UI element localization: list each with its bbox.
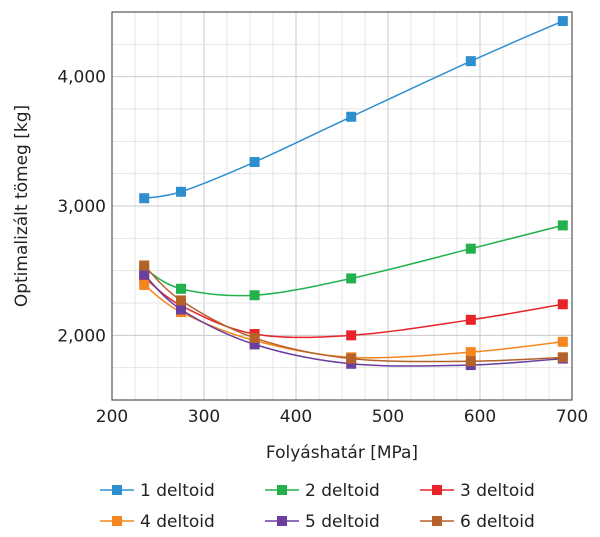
series-6 [139,260,568,367]
x-axis-label: Folyáshatár [MPa] [266,443,418,463]
legend-marker [112,516,122,526]
data-point-marker [176,304,186,315]
data-point-marker [346,353,357,364]
legend-label: 5 deltoid [305,512,380,532]
data-point-marker [139,269,150,280]
data-point-marker [346,358,357,369]
data-point-marker [465,314,476,325]
data-point-marker [465,243,476,254]
x-tick-label: 300 [188,407,220,427]
y-axis-ticks: 2,000 3,000 4,000 [57,68,106,347]
y-tick-label: 3,000 [57,197,106,217]
legend-marker [277,516,287,526]
legend-label: 6 deltoid [460,512,535,532]
series-line [143,224,563,297]
data-point-marker [557,336,568,347]
x-tick-label: 200 [96,407,128,427]
x-tick-label: 400 [280,407,312,427]
legend-label: 4 deltoid [140,512,215,532]
x-tick-label: 700 [556,407,588,427]
x-tick-label: 600 [464,407,496,427]
data-point-marker [249,332,260,343]
series-group [139,16,568,371]
legend-item: 4 deltoid [100,512,215,532]
series-1 [139,16,568,204]
data-point-marker [465,356,476,367]
legend-label: 2 deltoid [305,481,380,501]
data-point-marker [557,299,568,310]
data-point-marker [346,273,357,284]
plot-area-frame [111,11,573,401]
data-point-marker [249,339,260,350]
legend-label: 1 deltoid [140,481,215,501]
data-point-marker [176,186,186,197]
data-point-marker [346,111,357,122]
data-point-marker [465,56,476,67]
data-point-marker [176,283,186,294]
legend-marker [277,485,287,495]
y-axis-label: Optimalizált tömeg [kg] [12,105,32,307]
data-point-marker [249,157,260,168]
legend-marker [112,485,122,495]
data-point-marker [557,16,568,27]
x-axis-ticks: 200 300 400 500 600 700 [96,407,588,427]
data-point-marker [346,330,357,341]
data-point-marker [557,352,568,363]
legend-item: 6 deltoid [420,512,535,532]
legend: 1 deltoid 2 deltoid 3 deltoid 4 deltoid 5 de… [100,481,535,532]
series-line [143,284,563,359]
data-point-marker [557,220,568,231]
legend-item: 5 deltoid [265,512,380,532]
legend-item: 3 deltoid [420,481,535,501]
legend-item: 2 deltoid [265,481,380,501]
grid [111,11,573,401]
y-tick-label: 2,000 [57,326,106,346]
legend-item: 1 deltoid [100,481,215,501]
data-point-marker [139,279,150,290]
series-line [144,20,564,199]
series-line [143,276,563,339]
data-point-marker [139,193,150,204]
data-point-marker [465,347,476,358]
legend-label: 3 deltoid [460,481,535,501]
data-point-marker [139,260,150,271]
series-4 [139,279,568,363]
y-tick-label: 4,000 [57,68,106,88]
series-2 [139,220,568,301]
x-tick-label: 500 [372,407,404,427]
data-point-marker [176,295,186,306]
legend-marker [432,516,442,526]
data-point-marker [249,290,260,301]
legend-marker [432,485,442,495]
